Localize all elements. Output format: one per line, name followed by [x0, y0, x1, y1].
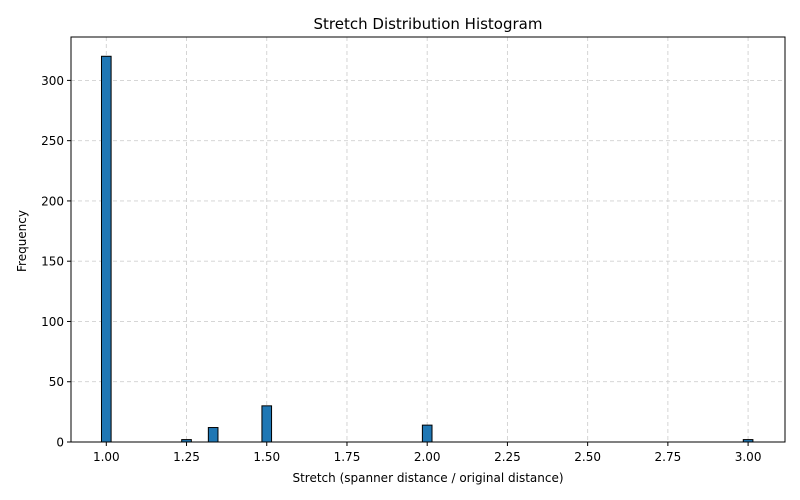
x-tick-label: 2.00 — [414, 450, 441, 464]
histogram-bar — [100, 55, 112, 443]
x-axis-ticks: 1.00 1.25 1.50 1.75 2.00 2.25 2.50 2.75 3.00 — [93, 442, 762, 464]
x-tick-label: 2.75 — [655, 450, 682, 464]
grid-lines — [71, 37, 785, 443]
histogram-bar — [207, 427, 219, 443]
chart-title: Stretch Distribution Histogram — [314, 15, 543, 33]
y-tick-label: 200 — [41, 194, 64, 208]
y-tick-label: 0 — [56, 436, 64, 450]
x-tick-label: 2.50 — [574, 450, 601, 464]
y-tick-label: 150 — [41, 255, 64, 269]
y-axis-ticks: 0 50 100 150 200 250 300 — [41, 74, 71, 450]
y-tick-label: 250 — [41, 134, 64, 148]
y-tick-label: 50 — [49, 375, 64, 389]
axes-frame — [70, 36, 786, 443]
x-tick-label: 2.25 — [494, 450, 521, 464]
y-axis-label: Frequency — [15, 210, 29, 272]
x-axis-label: Stretch (spanner distance / original dis… — [292, 471, 563, 485]
x-tick-label: 3.00 — [735, 450, 762, 464]
histogram-bar — [421, 424, 433, 443]
y-tick-label: 300 — [41, 74, 64, 88]
x-tick-label: 1.25 — [173, 450, 200, 464]
x-tick-label: 1.00 — [93, 450, 120, 464]
y-tick-label: 100 — [41, 315, 64, 329]
x-tick-label: 1.50 — [253, 450, 280, 464]
histogram-bar — [261, 405, 273, 443]
x-tick-label: 1.75 — [334, 450, 361, 464]
